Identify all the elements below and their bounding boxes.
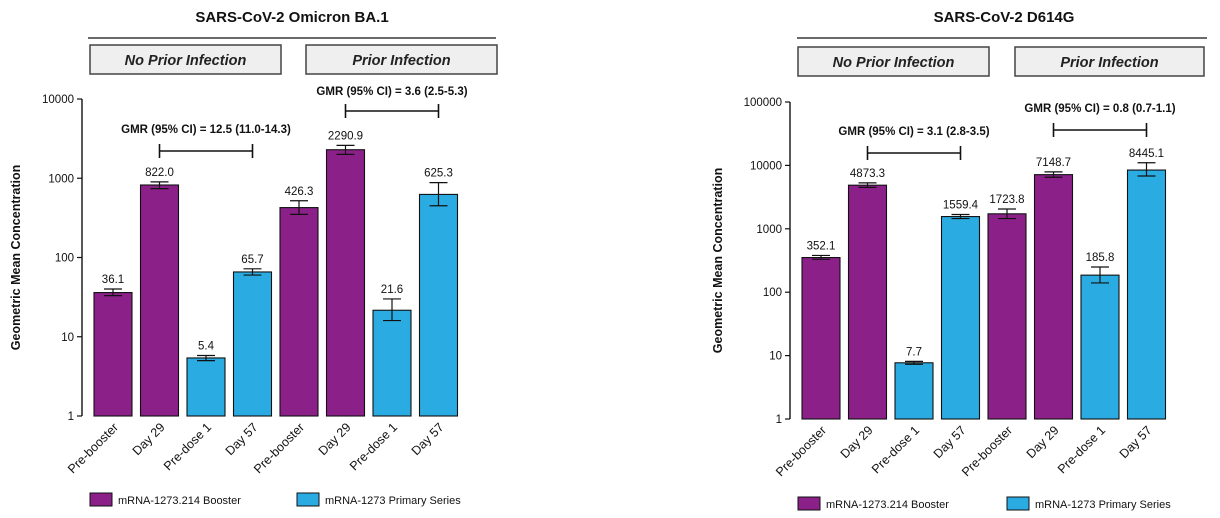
group-box	[305, 44, 498, 75]
x-tick-label: Day 29	[838, 423, 876, 461]
y-tick-label: 10	[769, 351, 782, 363]
bar	[940, 216, 981, 420]
panel-omicron-ba1: SARS-CoV-2 Omicron BA.1 No Prior Infectio…	[9, 9, 498, 507]
legend-swatch-primary	[1006, 496, 1030, 511]
legend-swatch-primary	[296, 492, 320, 507]
x-tick-label: Day 57	[931, 423, 969, 461]
bar	[372, 309, 412, 417]
group-box	[797, 46, 990, 77]
x-tick-label: Pre-booster	[773, 423, 829, 479]
group-label: No Prior Infection	[125, 53, 247, 69]
value-label: 21.6	[381, 284, 403, 296]
value-label: 4873.3	[850, 168, 885, 180]
bar	[1033, 174, 1074, 420]
chart-title: SARS-CoV-2 Omicron BA.1	[195, 9, 388, 26]
legend-label-primary: mRNA-1273 Primary Series	[1035, 499, 1171, 511]
panel-d614g: SARS-CoV-2 D614G No Prior Infection Prior …	[711, 9, 1207, 511]
x-tick-label: Pre-booster	[251, 420, 307, 476]
value-label: 426.3	[285, 186, 314, 198]
bar	[93, 292, 133, 417]
gmr-annotation: GMR (95% CI) = 0.8 (0.7-1.1)	[1024, 103, 1175, 115]
y-tick-label: 100	[763, 287, 782, 299]
value-label: 1723.8	[989, 194, 1024, 206]
group-box	[89, 44, 282, 75]
x-tick-label: Pre-booster	[959, 423, 1015, 479]
y-tick-label: 1	[776, 414, 782, 426]
y-tick-label: 100	[55, 253, 74, 265]
y-tick-label: 1	[68, 411, 74, 423]
value-label: 8445.1	[1129, 148, 1164, 160]
bar	[847, 184, 888, 420]
y-axis-label: Geometric Mean Concentration	[9, 165, 23, 350]
group-box	[1014, 46, 1205, 77]
x-tick-label: Day 29	[316, 420, 354, 458]
value-label: 5.4	[198, 340, 215, 352]
legend-swatch-booster	[89, 492, 113, 507]
value-label: 185.8	[1086, 252, 1115, 264]
legend-label-booster: mRNA-1273.214 Booster	[118, 495, 241, 507]
bar	[279, 207, 319, 417]
bar	[894, 362, 934, 420]
x-tick-label: Day 29	[1024, 423, 1062, 461]
chart-title: SARS-CoV-2 D614G	[934, 9, 1075, 26]
x-tick-label: Day 29	[130, 420, 168, 458]
bar	[801, 256, 841, 420]
bar	[418, 193, 459, 417]
x-tick-label: Day 57	[409, 420, 447, 458]
gmr-annotation: GMR (95% CI) = 3.1 (2.8-3.5)	[838, 126, 989, 138]
bar	[325, 149, 366, 417]
value-label: 36.1	[102, 274, 124, 286]
value-label: 822.0	[145, 167, 174, 179]
y-tick-label: 100000	[744, 97, 782, 109]
value-label: 2290.9	[328, 130, 363, 142]
y-tick-label: 10000	[42, 94, 74, 106]
legend-label-primary: mRNA-1273 Primary Series	[325, 495, 461, 507]
bar	[1080, 274, 1120, 420]
y-tick-label: 1000	[48, 173, 74, 185]
value-label: 625.3	[424, 168, 453, 180]
y-axis-label: Geometric Mean Concentration	[711, 168, 725, 353]
bar	[987, 213, 1027, 420]
x-tick-label: Pre-booster	[65, 420, 121, 476]
y-tick-label: 10	[61, 332, 74, 344]
gmr-annotation: GMR (95% CI) = 3.6 (2.5-5.3)	[316, 86, 467, 98]
x-tick-label: Pre-dose 1	[347, 420, 400, 473]
x-tick-label: Pre-dose 1	[869, 423, 922, 476]
x-tick-label: Day 57	[1117, 423, 1155, 461]
bar	[232, 271, 273, 417]
legend-label-booster: mRNA-1273.214 Booster	[826, 499, 949, 511]
y-tick-label: 1000	[756, 224, 782, 236]
value-label: 7.7	[906, 346, 922, 358]
x-tick-label: Day 57	[223, 420, 261, 458]
group-label: Prior Infection	[1060, 55, 1158, 71]
y-tick-label: 10000	[750, 160, 782, 172]
bar	[1126, 169, 1167, 420]
value-label: 352.1	[807, 240, 836, 252]
group-label: Prior Infection	[352, 53, 450, 69]
bar	[139, 184, 180, 417]
value-label: 7148.7	[1036, 157, 1071, 169]
gmr-annotation: GMR (95% CI) = 12.5 (11.0-14.3)	[121, 124, 291, 136]
legend-swatch-booster	[797, 496, 821, 511]
value-label: 65.7	[241, 254, 263, 266]
value-label: 1559.4	[943, 200, 979, 212]
x-tick-label: Pre-dose 1	[1055, 423, 1108, 476]
group-label: No Prior Infection	[833, 55, 955, 71]
bar	[186, 357, 226, 417]
x-tick-label: Pre-dose 1	[161, 420, 214, 473]
